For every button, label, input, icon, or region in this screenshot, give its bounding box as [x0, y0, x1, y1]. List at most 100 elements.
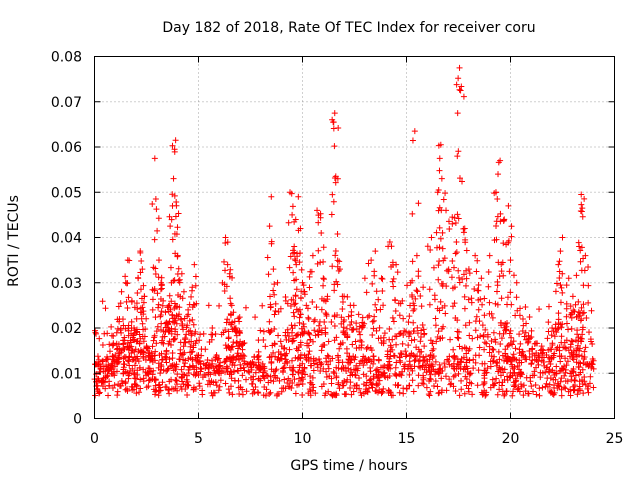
background-point [504, 356, 511, 363]
data-point [155, 215, 162, 222]
background-point [279, 367, 286, 374]
data-point [510, 338, 517, 345]
background-point [402, 348, 409, 355]
background-point [466, 319, 473, 326]
data-point [575, 239, 582, 246]
data-point [224, 316, 231, 323]
data-point [442, 310, 449, 317]
background-point [131, 362, 138, 369]
background-point [484, 365, 491, 372]
data-point [539, 346, 546, 353]
data-point [169, 349, 176, 356]
data-point [322, 310, 329, 317]
background-point [369, 384, 376, 391]
data-point [173, 199, 180, 206]
data-point [296, 319, 303, 326]
data-point [172, 213, 179, 220]
background-point [213, 382, 220, 389]
background-point [272, 353, 279, 360]
background-point [108, 323, 115, 330]
data-point [115, 341, 122, 348]
background-point [481, 295, 488, 302]
data-point [497, 210, 504, 217]
background-point [250, 376, 257, 383]
data-point [370, 325, 377, 332]
data-point [504, 320, 510, 327]
background-point [298, 374, 305, 381]
data-point [565, 275, 572, 282]
data-point [367, 345, 374, 352]
data-point [135, 274, 142, 281]
background-point [586, 329, 593, 336]
background-point [436, 389, 443, 396]
data-point [202, 365, 209, 372]
background-point [380, 370, 387, 377]
data-point [154, 227, 161, 234]
data-point [430, 264, 437, 271]
background-point [344, 376, 351, 383]
data-point [451, 284, 458, 291]
background-point [170, 367, 177, 374]
background-point [427, 351, 434, 358]
data-point [100, 368, 107, 375]
data-point [225, 343, 232, 350]
data-point [239, 340, 246, 347]
background-point [131, 375, 138, 382]
data-point [267, 293, 274, 300]
data-point [585, 299, 592, 306]
data-point [137, 269, 144, 276]
background-point [250, 386, 257, 393]
background-point [481, 346, 488, 353]
data-point [433, 338, 440, 345]
data-point [284, 300, 291, 307]
data-point [397, 330, 404, 337]
background-point [233, 340, 240, 347]
data-point [290, 337, 297, 344]
data-point [558, 284, 565, 291]
data-point [481, 312, 488, 319]
data-point [289, 338, 296, 345]
background-point [222, 380, 229, 387]
background-point [140, 338, 147, 345]
data-point [432, 322, 439, 329]
data-point [364, 314, 371, 321]
background-point [266, 353, 273, 360]
background-point [544, 335, 551, 342]
background-point [504, 357, 511, 364]
data-point [313, 304, 320, 311]
data-point [492, 189, 499, 196]
data-point [223, 283, 230, 290]
background-point [547, 361, 554, 368]
data-point [134, 289, 141, 296]
background-point [209, 325, 216, 332]
background-point [567, 386, 574, 393]
data-point [439, 229, 446, 236]
background-point [430, 353, 437, 360]
background-point [481, 370, 488, 377]
background-point [491, 353, 498, 360]
background-point [251, 353, 258, 360]
data-point [440, 280, 447, 287]
background-point [335, 365, 342, 372]
background-point [235, 384, 242, 391]
data-point [296, 314, 303, 321]
data-point [357, 331, 364, 338]
background-point [373, 382, 380, 389]
data-point [411, 128, 418, 135]
background-point [585, 389, 592, 396]
background-point [564, 358, 571, 365]
data-point [461, 305, 468, 312]
data-point [358, 324, 365, 331]
background-point [288, 385, 295, 392]
background-point [370, 353, 377, 360]
data-point [426, 286, 433, 293]
data-point [176, 304, 183, 311]
data-point [522, 329, 529, 336]
data-point [266, 223, 273, 230]
data-point [410, 319, 417, 326]
data-point [163, 348, 170, 355]
data-point [328, 211, 335, 218]
data-point [373, 327, 380, 334]
data-point [290, 297, 297, 304]
data-point [99, 378, 106, 385]
